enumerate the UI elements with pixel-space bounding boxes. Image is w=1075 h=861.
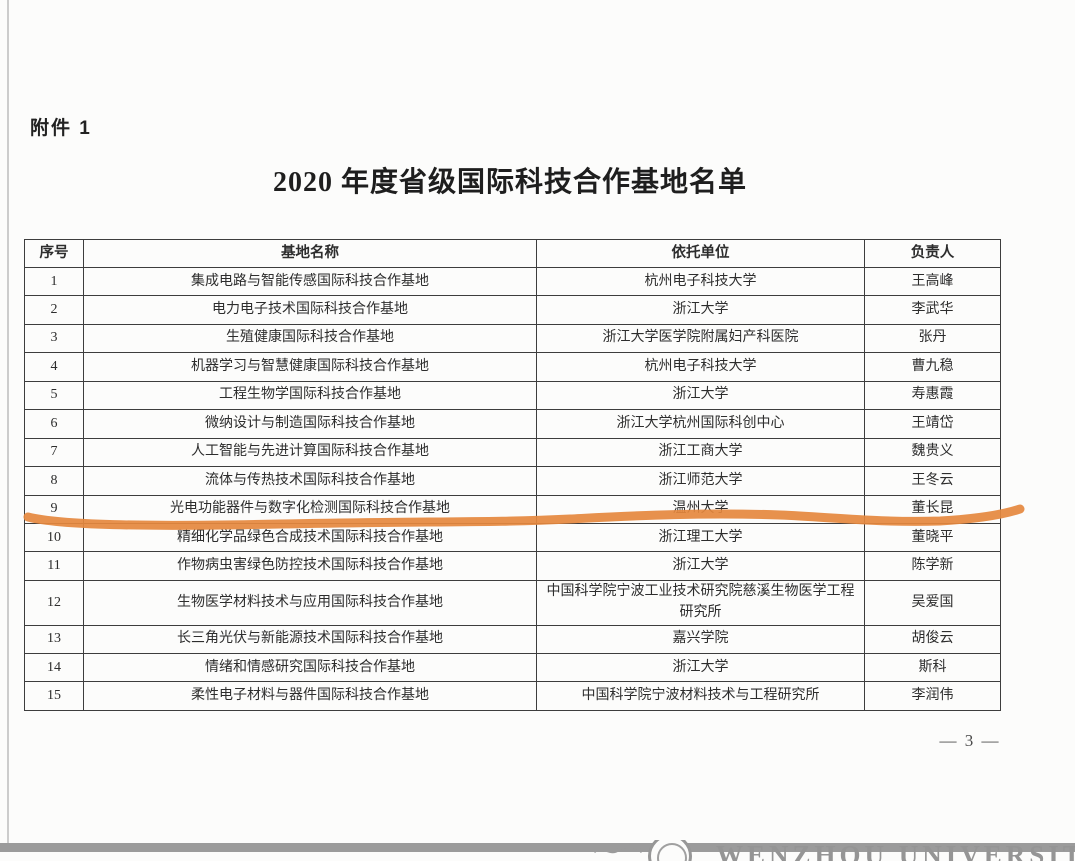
column-header-base-name: 基地名称 xyxy=(83,239,537,268)
cell-index: 5 xyxy=(24,380,84,411)
cell-base-name: 生物医学材料技术与应用国际科技合作基地 xyxy=(83,579,537,626)
cell-index: 13 xyxy=(24,624,84,654)
cell-index: 2 xyxy=(24,295,84,325)
page-edge-line xyxy=(7,0,9,845)
cell-institution: 浙江理工大学 xyxy=(536,522,865,553)
table-row: 8 流体与传热技术国际科技合作基地 浙江师范大学 王冬云 xyxy=(24,466,1001,496)
cell-index: 12 xyxy=(24,579,84,626)
page-title: 2020 年度省级国际科技合作基地名单 xyxy=(272,167,747,198)
cell-base-name: 精细化学品绿色合成技术国际科技合作基地 xyxy=(83,522,537,553)
cell-leader: 王冬云 xyxy=(864,466,1001,496)
table-row-highlighted: 9 光电功能器件与数字化检测国际科技合作基地 温州大学 董长昆 xyxy=(24,494,1001,524)
watermark-ribbon-icon xyxy=(592,844,644,854)
university-seal-icon xyxy=(648,840,692,861)
cell-leader: 寿惠霞 xyxy=(864,380,1001,411)
cell-base-name: 微纳设计与制造国际科技合作基地 xyxy=(83,409,537,439)
cell-leader: 李武华 xyxy=(864,295,1001,325)
base-list-table: 序号 基地名称 依托单位 负责人 1 集成电路与智能传感国际科技合作基地 杭州电… xyxy=(24,239,1001,711)
cell-leader: 魏贵义 xyxy=(864,437,1001,468)
cell-index: 3 xyxy=(24,323,84,354)
cell-base-name: 作物病虫害绿色防控技术国际科技合作基地 xyxy=(83,551,537,581)
cell-leader: 斯科 xyxy=(864,652,1001,683)
watermark-bar xyxy=(0,843,1075,852)
cell-index: 11 xyxy=(24,551,84,581)
cell-index: 8 xyxy=(24,466,84,496)
table-row: 12 生物医学材料技术与应用国际科技合作基地 中国科学院宁波工业技术研究院慈溪生… xyxy=(24,579,1001,626)
cell-leader: 胡俊云 xyxy=(864,624,1001,654)
column-header-index: 序号 xyxy=(24,239,84,268)
cell-index: 1 xyxy=(24,266,84,297)
cell-base-name: 流体与传热技术国际科技合作基地 xyxy=(83,466,537,496)
cell-leader: 王高峰 xyxy=(864,266,1001,297)
table-row: 4 机器学习与智慧健康国际科技合作基地 杭州电子科技大学 曹九稳 xyxy=(24,352,1001,382)
cell-leader: 陈学新 xyxy=(864,551,1001,581)
table-header-row: 序号 基地名称 依托单位 负责人 xyxy=(24,239,1001,268)
table-row: 1 集成电路与智能传感国际科技合作基地 杭州电子科技大学 王高峰 xyxy=(24,266,1001,297)
table-row: 10 精细化学品绿色合成技术国际科技合作基地 浙江理工大学 董晓平 xyxy=(24,522,1001,553)
watermark-text: WENZHOU UNIVERSITY xyxy=(716,840,1075,861)
cell-institution: 浙江大学 xyxy=(536,652,865,683)
cell-leader: 李润伟 xyxy=(864,681,1001,711)
cell-index: 10 xyxy=(24,522,84,553)
cell-institution: 中国科学院宁波工业技术研究院慈溪生物医学工程研究所 xyxy=(536,579,865,626)
cell-index: 6 xyxy=(24,409,84,439)
cell-leader: 曹九稳 xyxy=(864,352,1001,382)
cell-base-name: 人工智能与先进计算国际科技合作基地 xyxy=(83,437,537,468)
table-row: 13 长三角光伏与新能源技术国际科技合作基地 嘉兴学院 胡俊云 xyxy=(24,624,1001,654)
attachment-label: 附件 1 xyxy=(30,118,92,139)
cell-institution: 浙江师范大学 xyxy=(536,466,865,496)
cell-base-name: 柔性电子材料与器件国际科技合作基地 xyxy=(83,681,537,711)
cell-index: 9 xyxy=(24,494,84,524)
cell-base-name: 集成电路与智能传感国际科技合作基地 xyxy=(83,266,537,297)
cell-base-name: 电力电子技术国际科技合作基地 xyxy=(83,295,537,325)
watermark-band: WENZHOU UNIVERSITY xyxy=(0,840,1075,861)
cell-base-name: 生殖健康国际科技合作基地 xyxy=(83,323,537,354)
table-row: 15 柔性电子材料与器件国际科技合作基地 中国科学院宁波材料技术与工程研究所 李… xyxy=(24,681,1001,711)
cell-index: 14 xyxy=(24,652,84,683)
cell-leader: 张丹 xyxy=(864,323,1001,354)
cell-base-name: 机器学习与智慧健康国际科技合作基地 xyxy=(83,352,537,382)
cell-institution: 浙江大学杭州国际科创中心 xyxy=(536,409,865,439)
table-row: 2 电力电子技术国际科技合作基地 浙江大学 李武华 xyxy=(24,295,1001,325)
cell-institution: 中国科学院宁波材料技术与工程研究所 xyxy=(536,681,865,711)
cell-base-name: 长三角光伏与新能源技术国际科技合作基地 xyxy=(83,624,537,654)
column-header-institution: 依托单位 xyxy=(536,239,865,268)
column-header-leader: 负责人 xyxy=(864,239,1001,268)
cell-institution: 杭州电子科技大学 xyxy=(536,352,865,382)
cell-leader: 董晓平 xyxy=(864,522,1001,553)
table-row: 11 作物病虫害绿色防控技术国际科技合作基地 浙江大学 陈学新 xyxy=(24,551,1001,581)
table-row: 3 生殖健康国际科技合作基地 浙江大学医学院附属妇产科医院 张丹 xyxy=(24,323,1001,354)
cell-index: 4 xyxy=(24,352,84,382)
cell-institution: 浙江工商大学 xyxy=(536,437,865,468)
cell-institution: 温州大学 xyxy=(536,494,865,524)
cell-base-name: 工程生物学国际科技合作基地 xyxy=(83,380,537,411)
cell-institution: 浙江大学 xyxy=(536,551,865,581)
table-row: 7 人工智能与先进计算国际科技合作基地 浙江工商大学 魏贵义 xyxy=(24,437,1001,468)
table-row: 5 工程生物学国际科技合作基地 浙江大学 寿惠霞 xyxy=(24,380,1001,411)
cell-leader: 董长昆 xyxy=(864,494,1001,524)
cell-institution: 浙江大学医学院附属妇产科医院 xyxy=(536,323,865,354)
cell-base-name: 情绪和情感研究国际科技合作基地 xyxy=(83,652,537,683)
table-row: 14 情绪和情感研究国际科技合作基地 浙江大学 斯科 xyxy=(24,652,1001,683)
cell-institution: 嘉兴学院 xyxy=(536,624,865,654)
cell-leader: 王靖岱 xyxy=(864,409,1001,439)
cell-institution: 杭州电子科技大学 xyxy=(536,266,865,297)
cell-leader: 吴爱国 xyxy=(864,579,1001,626)
cell-index: 15 xyxy=(24,681,84,711)
page-number: — 3 — xyxy=(939,731,1001,750)
table-row: 6 微纳设计与制造国际科技合作基地 浙江大学杭州国际科创中心 王靖岱 xyxy=(24,409,1001,439)
cell-index: 7 xyxy=(24,437,84,468)
cell-base-name: 光电功能器件与数字化检测国际科技合作基地 xyxy=(83,494,537,524)
cell-institution: 浙江大学 xyxy=(536,380,865,411)
cell-institution: 浙江大学 xyxy=(536,295,865,325)
